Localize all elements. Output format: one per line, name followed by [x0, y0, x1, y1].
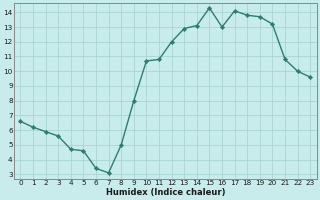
X-axis label: Humidex (Indice chaleur): Humidex (Indice chaleur): [106, 188, 225, 197]
